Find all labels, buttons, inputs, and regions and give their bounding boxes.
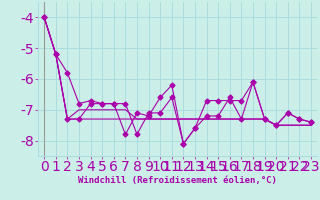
X-axis label: Windchill (Refroidissement éolien,°C): Windchill (Refroidissement éolien,°C) [78, 176, 277, 185]
